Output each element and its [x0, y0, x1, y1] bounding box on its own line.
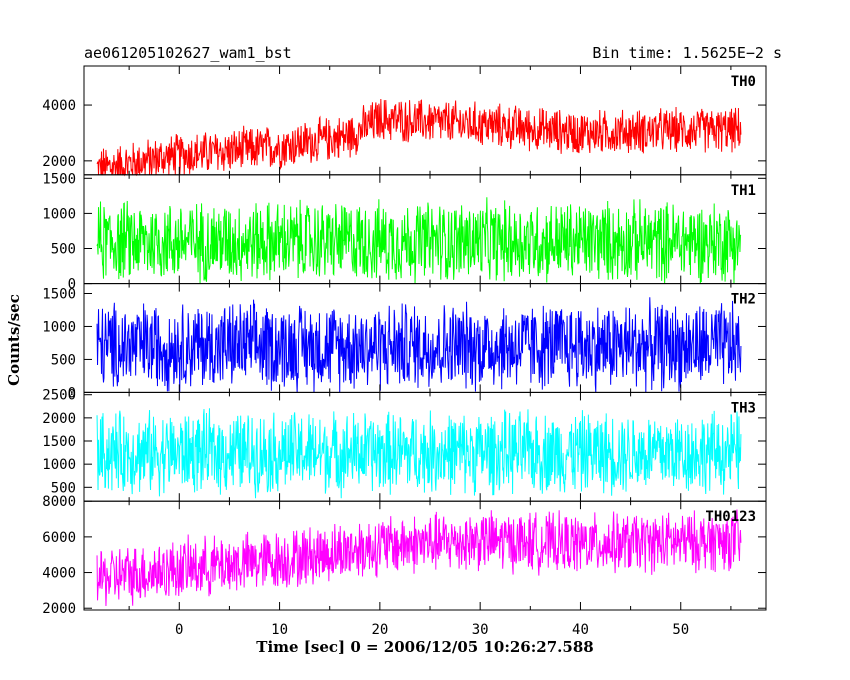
- y-tick-label: 6000: [42, 530, 76, 546]
- y-tick-label: 2000: [42, 154, 76, 170]
- panel-th2: 0 500 1000 1500 TH2: [42, 283, 767, 401]
- y-tick-label: 1000: [42, 457, 76, 473]
- y-tick-label: 0: [68, 277, 76, 293]
- panel-th3: 500 1000 1500 2000 2500 TH3: [42, 388, 767, 502]
- series-label: TH0123: [705, 509, 756, 525]
- series-line-th2: [96, 297, 742, 393]
- y-tick-label: 4000: [42, 98, 76, 114]
- y-tick-label: 1000: [42, 206, 76, 222]
- y-tick-label: 500: [51, 352, 76, 368]
- bin-time-label: Bin time: 1.5625E−2 s: [592, 44, 782, 62]
- y-tick-label: 500: [51, 242, 76, 258]
- y-tick-label: 8000: [42, 494, 76, 510]
- y-tick-label: 500: [51, 480, 76, 496]
- series-line-th1: [96, 197, 742, 284]
- panel-th0123: 2000 4000 6000 8000 TH0123: [42, 494, 767, 617]
- series-line-th0123: [96, 509, 742, 606]
- y-tick-label: 1500: [42, 171, 76, 187]
- panel-th0: 2000 4000 TH0: [42, 65, 767, 177]
- y-tick-label: 1500: [42, 286, 76, 302]
- panel-th1: 0 500 1000 1500 TH1: [42, 171, 767, 293]
- series-label: TH3: [731, 400, 756, 416]
- x-tick-label: 10: [271, 622, 288, 638]
- x-tick-label: 50: [672, 622, 689, 638]
- series-line-th0: [96, 99, 742, 177]
- chart-title: ae061205102627_wam1_bst: [84, 44, 292, 62]
- y-tick-label: 1500: [42, 434, 76, 450]
- x-tick-label: 30: [472, 622, 489, 638]
- y-tick-label: 2000: [42, 601, 76, 617]
- y-tick-label: 0: [68, 385, 76, 401]
- panel-frame: [83, 500, 767, 611]
- series-label: TH2: [731, 292, 756, 308]
- y-axis-label: Counts/sec: [5, 294, 23, 386]
- series-label: TH0: [731, 74, 756, 90]
- x-tick-label: 20: [371, 622, 388, 638]
- series-line-th3: [96, 408, 742, 499]
- y-tick-label: 2000: [42, 411, 76, 427]
- x-tick-label: 0: [175, 622, 183, 638]
- y-tick-label: 4000: [42, 566, 76, 582]
- series-label: TH1: [731, 183, 756, 199]
- y-tick-label: 1000: [42, 319, 76, 335]
- x-tick-label: 40: [572, 622, 589, 638]
- y-tick-label: 2500: [42, 388, 76, 404]
- x-axis-label: Time [sec] 0 = 2006/12/05 10:26:27.588: [256, 638, 594, 656]
